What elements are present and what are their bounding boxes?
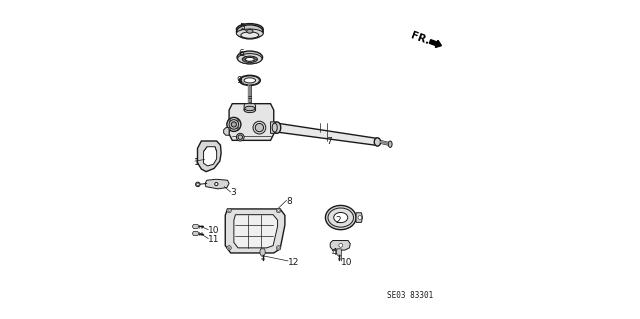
- Ellipse shape: [374, 138, 381, 146]
- Ellipse shape: [253, 61, 255, 62]
- Polygon shape: [229, 104, 274, 140]
- Polygon shape: [271, 122, 277, 133]
- Ellipse shape: [255, 123, 264, 132]
- Polygon shape: [223, 128, 229, 135]
- Ellipse shape: [249, 56, 251, 57]
- Ellipse shape: [278, 210, 280, 211]
- Ellipse shape: [253, 57, 255, 58]
- Ellipse shape: [246, 29, 253, 33]
- Ellipse shape: [244, 57, 246, 58]
- Ellipse shape: [229, 119, 231, 121]
- Polygon shape: [330, 241, 350, 250]
- Ellipse shape: [244, 106, 255, 111]
- Ellipse shape: [228, 210, 230, 211]
- Ellipse shape: [236, 29, 263, 38]
- Text: 3: 3: [230, 189, 236, 197]
- Ellipse shape: [245, 57, 254, 61]
- Ellipse shape: [276, 208, 281, 213]
- Ellipse shape: [253, 121, 266, 134]
- Ellipse shape: [215, 182, 218, 186]
- Ellipse shape: [273, 122, 281, 133]
- Polygon shape: [337, 249, 342, 255]
- Text: 9: 9: [236, 76, 242, 85]
- Polygon shape: [277, 123, 378, 145]
- Ellipse shape: [237, 119, 239, 121]
- Polygon shape: [244, 104, 255, 110]
- Ellipse shape: [227, 117, 241, 131]
- Ellipse shape: [236, 24, 263, 35]
- Text: 1: 1: [194, 158, 200, 167]
- Ellipse shape: [228, 247, 230, 249]
- Text: 6: 6: [238, 49, 244, 58]
- Ellipse shape: [272, 123, 277, 132]
- Ellipse shape: [231, 122, 236, 127]
- Text: 10: 10: [340, 258, 352, 267]
- Text: 12: 12: [287, 258, 299, 267]
- Text: FR.: FR.: [409, 31, 431, 47]
- Ellipse shape: [249, 61, 251, 63]
- Ellipse shape: [236, 133, 244, 141]
- Ellipse shape: [325, 205, 356, 230]
- Ellipse shape: [244, 108, 255, 113]
- Polygon shape: [193, 225, 199, 228]
- Ellipse shape: [243, 59, 244, 60]
- Ellipse shape: [333, 212, 348, 223]
- Ellipse shape: [196, 182, 200, 187]
- Polygon shape: [193, 232, 199, 235]
- Polygon shape: [356, 213, 362, 222]
- Ellipse shape: [278, 247, 280, 249]
- Polygon shape: [225, 209, 285, 253]
- Ellipse shape: [276, 246, 281, 250]
- Text: 11: 11: [208, 235, 220, 244]
- Ellipse shape: [238, 135, 243, 139]
- Text: 8: 8: [287, 197, 292, 206]
- Ellipse shape: [237, 128, 239, 130]
- Ellipse shape: [241, 32, 259, 38]
- Ellipse shape: [239, 75, 260, 85]
- Text: 2: 2: [335, 216, 341, 225]
- Ellipse shape: [246, 79, 253, 82]
- Text: 10: 10: [208, 226, 220, 235]
- Text: SE03 83301: SE03 83301: [387, 291, 433, 300]
- FancyArrow shape: [429, 40, 442, 48]
- Polygon shape: [205, 179, 229, 189]
- Polygon shape: [204, 147, 217, 166]
- Ellipse shape: [237, 51, 262, 64]
- Text: 4: 4: [332, 248, 337, 256]
- Ellipse shape: [237, 54, 262, 64]
- Ellipse shape: [227, 246, 231, 250]
- Ellipse shape: [229, 120, 239, 129]
- Polygon shape: [198, 141, 221, 172]
- Ellipse shape: [358, 216, 362, 219]
- Ellipse shape: [227, 208, 231, 213]
- Ellipse shape: [339, 243, 342, 247]
- Ellipse shape: [255, 59, 257, 60]
- Ellipse shape: [244, 78, 255, 83]
- Text: 5: 5: [239, 23, 245, 32]
- Text: 7: 7: [326, 137, 332, 146]
- Polygon shape: [260, 249, 265, 255]
- Ellipse shape: [244, 61, 246, 62]
- Ellipse shape: [229, 128, 231, 130]
- Ellipse shape: [196, 183, 199, 186]
- Ellipse shape: [388, 141, 392, 147]
- Ellipse shape: [328, 208, 353, 227]
- Polygon shape: [234, 215, 278, 248]
- Ellipse shape: [242, 56, 257, 63]
- Ellipse shape: [240, 76, 259, 85]
